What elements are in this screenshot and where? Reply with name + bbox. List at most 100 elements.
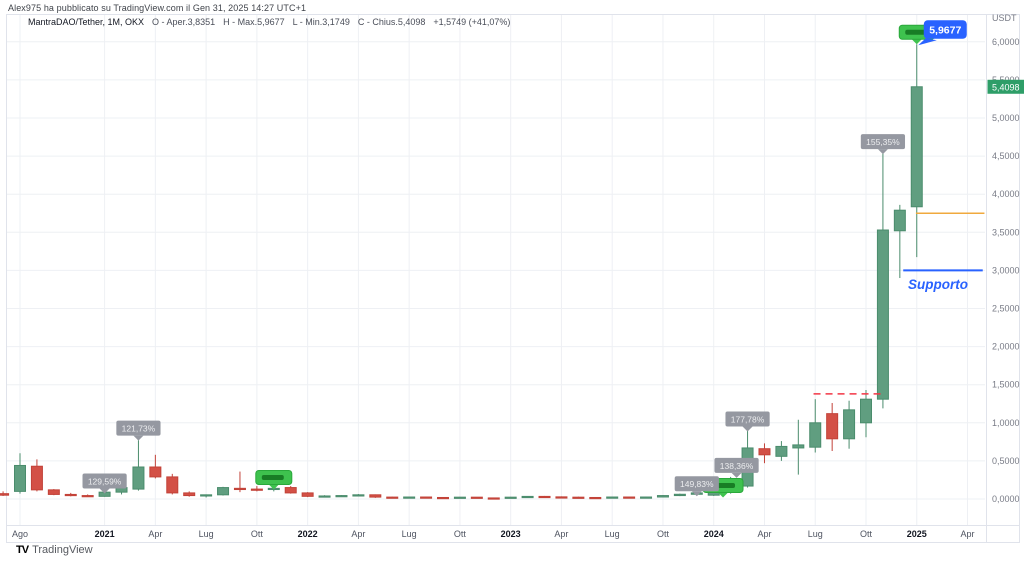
svg-text:149,83%: 149,83% xyxy=(680,479,714,489)
candle-dic-2024 xyxy=(893,209,906,232)
candle-giu-2023 xyxy=(589,496,602,500)
candle-gen-2022 xyxy=(301,492,314,497)
time-tick: Apr xyxy=(757,529,771,539)
candle-mar-2022 xyxy=(335,495,348,498)
symbol-title: MantraDAO/Tether, 1M, OKX xyxy=(28,17,145,27)
candle-nov-2023 xyxy=(673,493,686,497)
candle-dic-2020 xyxy=(81,495,94,498)
candle-giu-2021 xyxy=(183,492,196,497)
candle-set-2022 xyxy=(437,496,449,500)
candle-dic-2021 xyxy=(284,487,297,494)
candle-feb-2022 xyxy=(318,495,331,498)
time-tick: Lug xyxy=(402,529,417,539)
candle-ago-2024 xyxy=(826,413,839,440)
chart-frame xyxy=(6,14,1020,543)
candle-feb-2023 xyxy=(521,495,534,499)
candle-set-2024 xyxy=(843,409,856,440)
candle-lug-2021 xyxy=(200,494,213,497)
time-tick: 2025 xyxy=(907,529,927,539)
time-tick: Lug xyxy=(605,529,620,539)
time-tick: 2024 xyxy=(704,529,724,539)
time-tick: Apr xyxy=(961,529,975,539)
legend-change: +1,5749 (+41,07%) xyxy=(433,17,511,27)
percent-change-tag[interactable]: 121,73% xyxy=(116,420,161,441)
price-callout[interactable]: 5,9677 xyxy=(918,20,967,46)
candle-mag-2021 xyxy=(166,476,179,494)
time-tick: Apr xyxy=(351,529,365,539)
candle-lug-2024 xyxy=(809,422,822,448)
price-tick: 1,5000 xyxy=(992,380,1020,390)
legend-low: L - Min.3,1749 xyxy=(292,17,350,27)
price-axis[interactable]: USDT6,00005,50005,00004,50004,00003,5000… xyxy=(987,13,1024,504)
time-tick: Ott xyxy=(251,529,264,539)
time-tick: Apr xyxy=(554,529,568,539)
candle-mag-2022 xyxy=(369,494,382,498)
time-axis[interactable]: Ago 2021 Apr Lug Ott 2022 Apr Lug Ott 2023 Apr Lug O… xyxy=(12,529,975,539)
candle-ott-2024 xyxy=(860,398,872,424)
price-tick: 5,0000 xyxy=(992,113,1020,123)
candle-nov-2020 xyxy=(64,493,77,497)
candle-gen-2025 xyxy=(910,86,923,208)
time-tick: Ott xyxy=(860,529,873,539)
percent-change-tag[interactable]: 177,78% xyxy=(725,411,770,432)
time-tick: 2022 xyxy=(298,529,318,539)
tradingview-logo-icon: TV xyxy=(16,544,29,556)
legend-high: H - Max.5,9677 xyxy=(223,17,285,27)
grid xyxy=(7,15,985,525)
percent-change-tag[interactable]: 129,59% xyxy=(82,473,127,494)
drawings-layer[interactable]: Supporto 121,73% 129,59% 149,83% 138,36% 177,… xyxy=(82,20,985,498)
time-tick: Ott xyxy=(657,529,670,539)
svg-text:121,73%: 121,73% xyxy=(122,424,156,434)
candle-dic-2022 xyxy=(487,497,500,500)
candle-lug-2023 xyxy=(606,496,619,499)
candle-set-2021 xyxy=(233,487,246,491)
price-axis-unit: USDT xyxy=(992,13,1017,23)
candle-ott-2023 xyxy=(656,495,669,498)
price-tick: 3,5000 xyxy=(992,227,1020,237)
candle-gen-2023 xyxy=(504,496,517,499)
candle-nov-2024 xyxy=(876,229,889,400)
time-tick: Ago xyxy=(12,529,28,539)
support-label: Supporto xyxy=(908,277,968,292)
percent-change-tag[interactable]: 149,83% xyxy=(674,476,719,497)
legend-open: O - Aper.3,8351 xyxy=(152,17,216,27)
time-tick: Lug xyxy=(199,529,214,539)
price-tick: 0,5000 xyxy=(992,456,1020,466)
publish-attribution: Alex975 ha pubblicato su TradingView.com… xyxy=(8,3,307,13)
svg-text:5,4098: 5,4098 xyxy=(992,82,1020,92)
price-tick: 0,0000 xyxy=(992,494,1020,504)
price-tick: 1,0000 xyxy=(992,418,1020,428)
percent-change-tag[interactable]: 155,35% xyxy=(860,134,906,155)
close-price-tag xyxy=(987,79,1024,94)
candle-apr-2024 xyxy=(758,448,771,456)
candle-set-2023 xyxy=(640,496,653,499)
svg-text:155,35%: 155,35% xyxy=(866,137,900,147)
time-tick: Ott xyxy=(454,529,467,539)
candle-lug-2022 xyxy=(403,496,416,499)
candle-giu-2024 xyxy=(792,444,805,449)
candle-mag-2023 xyxy=(572,496,585,499)
svg-text:177,78%: 177,78% xyxy=(731,414,765,424)
price-tick: 6,0000 xyxy=(992,37,1020,47)
chart-legend: MantraDAO/Tether, 1M, OKX O - Aper.3,8351… xyxy=(28,17,518,27)
tradingview-watermark-label: TradingView xyxy=(32,544,93,556)
svg-text:138,36%: 138,36% xyxy=(720,461,754,471)
candle-ago-2020 xyxy=(14,464,26,492)
event-tag[interactable] xyxy=(255,469,293,490)
candle-ago-2021 xyxy=(217,487,230,496)
percent-change-tag[interactable]: 138,36% xyxy=(714,457,759,478)
candle-apr-2022 xyxy=(352,494,365,497)
time-tick: Lug xyxy=(808,529,823,539)
tradingview-watermark[interactable]: TV TradingView xyxy=(16,544,93,556)
candle-mar-2023 xyxy=(538,495,551,499)
candle-mar-2021 xyxy=(132,466,145,490)
svg-text:129,59%: 129,59% xyxy=(88,477,122,487)
svg-text:5,9677: 5,9677 xyxy=(929,24,961,36)
candle-apr-2023 xyxy=(555,496,568,499)
price-tick: 3,0000 xyxy=(992,265,1020,275)
candle-ott-2021 xyxy=(250,488,263,491)
price-tick: 2,0000 xyxy=(992,342,1020,352)
candle-ott-2020 xyxy=(47,489,60,495)
